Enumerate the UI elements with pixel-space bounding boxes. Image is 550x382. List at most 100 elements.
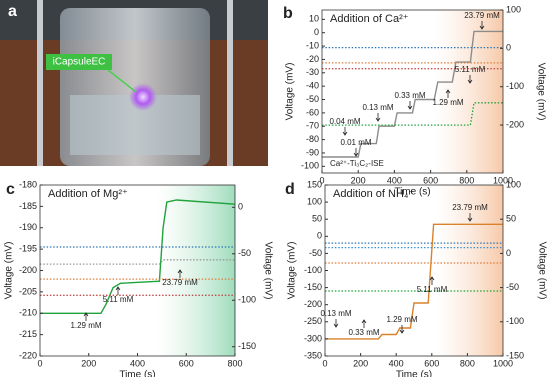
y-tick-label: 0 [314,27,319,37]
data-line [40,199,236,314]
annotation-arrow [445,89,451,98]
y2-tick-label: -100 [238,295,256,305]
photo: iCapsuleEC a [0,0,268,166]
chart-title: Addition of Ca²⁺ [330,13,409,25]
annotation: 0.33 mM [394,91,425,100]
y-tick-label: -70 [306,121,319,131]
x-tick-label: 1000 [493,175,513,185]
annotation-arrow [399,325,405,334]
y-tick-label: 100 [307,196,322,206]
y-tick-label: -350 [304,350,322,360]
y-tick-label: -180 [19,179,37,189]
y-tick-label: -20 [306,54,319,64]
chart-panel: 0 200 400 600 800 -180 -185 -190 -195 -200 -205 -21… [4,179,274,380]
annotation: 5.11 mM [103,295,134,304]
chart-title: Addition of Mg²⁺ [48,188,128,200]
y-tick-label: -30 [306,67,319,77]
plot-frame [321,9,504,174]
y-axis-title: Voltage (mV) [4,242,15,300]
y-tick-label: -150 [304,282,322,292]
annotation-arrow [467,213,473,222]
annotation-arrow [333,319,339,328]
annotation-arrow [407,101,413,110]
panel-label: c [6,181,15,198]
annotation: Ca²⁺-Ti₃C₂-ISE [330,159,384,168]
y-tick-label: -195 [19,244,37,254]
y2-axis-title: Voltage (mV) [262,242,273,300]
y-tick-label: -50 [309,248,322,258]
y-tick-label: -205 [19,286,37,296]
annotation: 5.11 mM [455,65,486,74]
y-tick-label: -185 [19,201,37,211]
annotation-arrow [479,21,485,30]
annotation: 1.29 mM [386,315,417,324]
annotation: 23.79 mM [464,11,500,20]
annotation-arrow [342,127,348,136]
y-tick-label: -90 [306,147,319,157]
y-tick-label: -220 [19,350,37,360]
capsule-glow [129,83,157,111]
data-line [40,259,235,265]
data-line [322,30,503,158]
y-tick-label: -190 [19,222,37,232]
y-tick-label: -215 [19,329,37,339]
y2-tick-label: -100 [506,81,524,91]
y2-tick-label: 100 [506,179,521,189]
y-tick-label: -300 [304,333,322,343]
annotation-arrow [353,148,359,157]
y-tick-label: 0 [317,231,322,241]
x-tick-label: 400 [130,358,145,368]
annotation-arrow [361,319,367,328]
annotation-arrow [467,75,473,84]
y-tick-label: -100 [301,161,319,171]
annotation-arrow [429,276,435,285]
y2-tick-label: -100 [506,316,524,326]
annotation: 0.13 mM [320,309,351,318]
annotation: 23.79 mM [452,203,488,212]
annotation: 1.29 mM [70,321,101,330]
annotation: 1.29 mM [432,98,463,107]
x-tick-label: 800 [227,358,242,368]
annotation-arrow [177,269,183,278]
y-tick-label: -10 [306,40,319,50]
annotation: 23.79 mM [162,278,198,287]
y2-tick-label: 0 [506,248,511,258]
chart-panel: 0 200 400 600 800 1000100-10-20-30-40-50-60-7… [283,4,546,197]
x-axis-title: Time (s) [119,370,155,377]
panel-label: b [283,5,293,22]
y2-tick-label: -200 [506,119,524,129]
x-tick-label: 600 [179,358,194,368]
annotation-arrow [375,113,381,122]
annotation: 0.04 mM [329,117,360,126]
pointer-line [107,69,137,93]
annotation-box [46,54,112,70]
x-tick-label: 400 [387,175,402,185]
y2-axis-title: Voltage (mV) [535,63,546,121]
x-tick-label: 200 [351,175,366,185]
y2-tick-label: -50 [506,282,519,292]
x-tick-label: 600 [424,358,439,368]
x-tick-label: 1000 [493,358,513,368]
annotation: 0.33 mM [348,328,379,337]
y-tick-label: -40 [306,81,319,91]
shaded-region [435,185,503,356]
annotation: 0.13 mM [362,103,393,112]
x-tick-label: 400 [389,358,404,368]
x-tick-label: 200 [353,358,368,368]
y2-axis-title: Voltage (mV) [536,242,547,300]
y-axis-title: Voltage (mV) [287,242,298,300]
y-tick-label: 150 [307,179,322,189]
y2-tick-label: -150 [238,341,256,351]
annotation: 0.01 mM [340,138,371,147]
shaded-region [157,185,235,356]
chart-title: Addition of NH₄⁺ [333,188,414,200]
panel-label: a [8,3,17,20]
panel-label: d [285,181,295,198]
x-axis-title: Time (s) [394,187,430,198]
x-tick-label: 600 [423,175,438,185]
data-line [322,102,503,126]
x-tick-label: 0 [319,175,324,185]
y2-tick-label: -50 [238,248,251,258]
